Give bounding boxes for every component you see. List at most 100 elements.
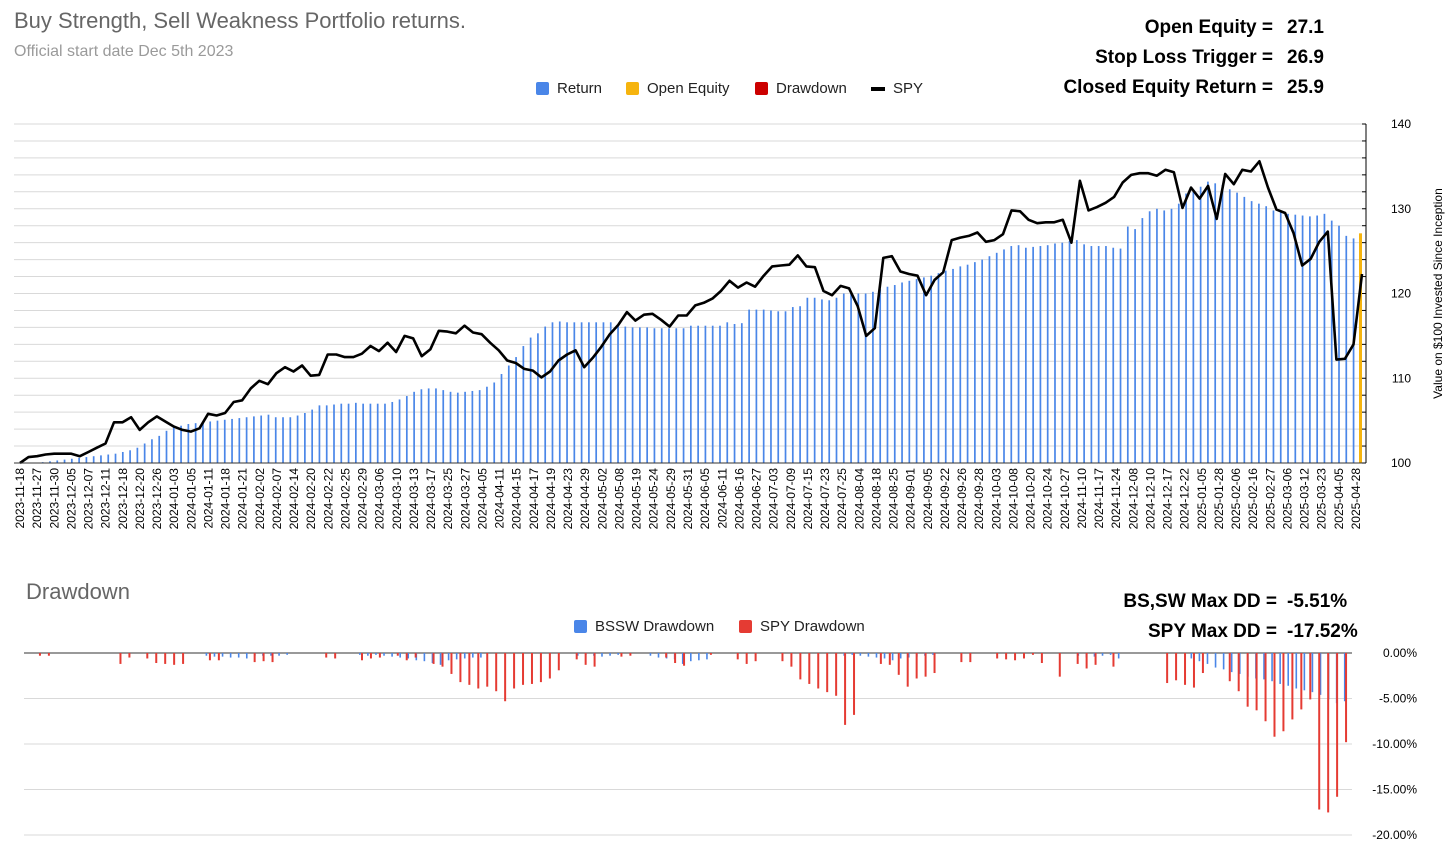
return-bar [755,309,758,463]
x-tick-label: 2024-06-05 [698,468,712,530]
return-bar [1003,249,1005,463]
spy-drawdown-bar [933,653,936,674]
bssw-drawdown-bar [899,653,902,659]
spy-drawdown-bar [1327,653,1330,813]
spy-drawdown-bar [736,653,739,660]
return-bar [471,390,474,463]
x-tick-label: 2024-02-07 [270,468,284,530]
return-bar [202,422,204,463]
return-bar [850,293,852,463]
spy-drawdown-bar [888,653,891,665]
x-tick-label: 2024-01-05 [184,468,198,530]
return-bar [1250,201,1253,463]
return-bar [646,327,649,463]
return-bar [719,325,721,463]
bssw-drawdown-bar [399,653,401,658]
spy-drawdown-bar [897,653,900,675]
spy-drawdown-bar [262,653,265,662]
bssw-drawdown-bar [1295,653,1298,689]
spy-drawdown-bar [1040,653,1043,664]
return-bar [558,321,561,463]
return-bar [56,460,59,463]
return-bar [500,374,503,463]
spy-drawdown-bar [504,653,507,702]
spy-drawdown-bar [47,653,50,656]
spy-drawdown-bar [906,653,909,687]
return-bar [1199,186,1202,463]
bssw-drawdown-bar [1093,653,1096,657]
bssw-drawdown-bar [932,653,934,655]
y-tick-label: 110 [1392,371,1411,385]
x-tick-label: 2024-12-22 [1178,468,1192,530]
return-bar [158,435,161,463]
spy-drawdown-bar [378,653,381,658]
return-bar [216,420,219,463]
return-bar [901,282,903,463]
return-bar [981,259,984,463]
spy-drawdown-bar [146,653,149,659]
return-bar [180,425,182,463]
return-bar [1243,196,1246,463]
x-tick-label: 2024-05-31 [681,468,695,530]
return-bar [595,322,598,463]
x-tick-label: 2024-09-05 [921,468,935,530]
bssw-drawdown-bar [681,653,684,664]
x-tick-label: 2025-03-23 [1315,468,1329,530]
x-tick-label: 2024-05-24 [647,468,661,530]
bssw-drawdown-bar [480,653,482,658]
x-tick-label: 2024-03-25 [441,468,455,530]
return-bar [405,396,408,463]
return-bar [1287,213,1289,463]
bssw-drawdown-bar [576,653,579,656]
bssw-drawdown-bar [439,653,442,665]
legend-drawdown: Drawdown [755,80,847,97]
x-tick-label: 2024-07-03 [767,468,781,530]
x-tick-label: 2025-02-16 [1246,468,1260,530]
x-tick-label: 2024-07-15 [801,468,815,530]
bssw-drawdown-bar [1230,653,1233,673]
spy-drawdown-bar [217,653,220,661]
spy-drawdown-bar [808,653,811,684]
spy-drawdown-bar [1264,653,1267,722]
x-tick-label: 2024-02-02 [253,468,267,530]
bssw-drawdown-bar [706,653,708,660]
return-bar [1134,229,1136,463]
spy-drawdown-bar [754,653,757,662]
spy-drawdown-bar [1005,653,1008,660]
spy-drawdown-bar [1112,653,1115,667]
return-bar [821,299,823,463]
return-bar [1126,226,1129,463]
legend-label: Return [557,80,603,97]
y-axis-title: Value on $100 Invested Since Inception [1431,188,1445,399]
spy-drawdown-bar [119,653,122,664]
stat-open-equity: Open Equity = 27.1 [1020,17,1324,41]
spy-drawdown-bar [405,653,408,661]
x-tick-label: 2024-05-29 [664,468,678,530]
spy-drawdown-bar [665,653,668,658]
return-bar [507,365,510,463]
spy-drawdown-bar [1318,653,1321,810]
bssw-drawdown-bar [286,653,288,655]
return-bar [136,447,139,463]
x-tick-label: 2024-01-11 [201,468,215,529]
x-tick-label: 2024-12-17 [1161,468,1175,530]
spy-drawdown-bar [1085,653,1088,669]
legend-label: Drawdown [776,80,847,97]
return-bar [806,297,809,463]
spy-drawdown-bar [1184,653,1187,685]
x-tick-label: 2024-03-27 [458,468,472,530]
spy-drawdown-bar [924,653,927,677]
spy-drawdown-bar [1175,653,1178,681]
spy-drawdown-bar [1336,653,1339,797]
return-bar [1214,183,1217,463]
return-bar [770,310,772,463]
spy-drawdown-bar [486,653,489,687]
x-tick-label: 2023-12-05 [64,468,78,530]
x-tick-label: 2024-04-15 [510,468,524,530]
x-tick-label: 2024-03-13 [407,468,421,530]
return-bar [114,453,117,463]
return-bar [318,405,321,463]
return-bar [1207,181,1209,463]
return-bar [624,326,627,463]
bssw-drawdown-bar [407,653,410,659]
